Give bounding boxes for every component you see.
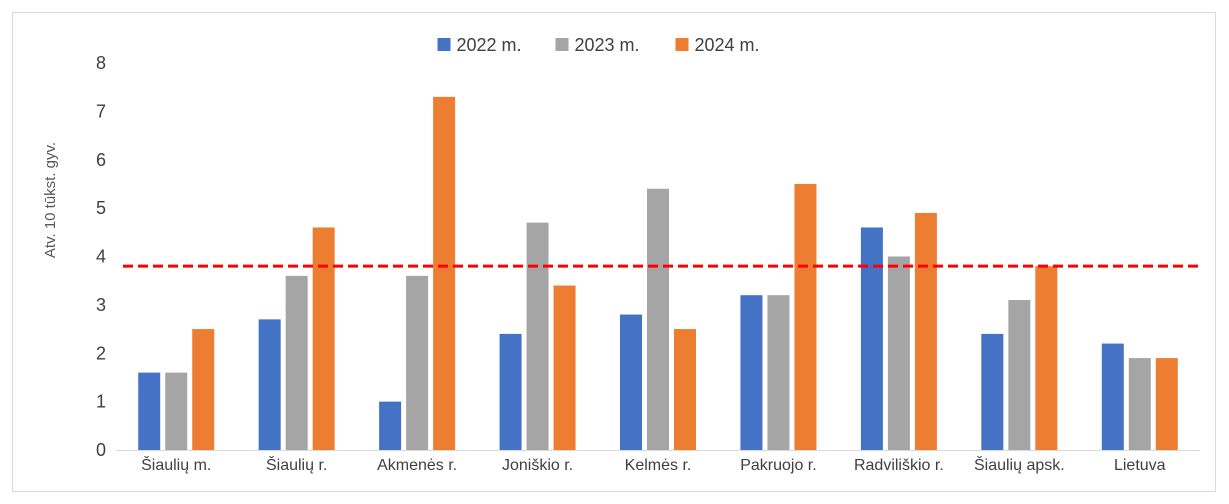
bar-2023-m-5 (767, 295, 790, 450)
x-category-label: Akmenės r. (377, 457, 457, 474)
legend-label: 2024 m. (695, 35, 760, 55)
bar-2022-m-3 (499, 333, 522, 450)
bar-2023-m-4 (647, 188, 669, 450)
y-tick-label: 6 (96, 150, 106, 170)
x-axis-categories: Šiaulių m. Šiaulių r. Akmenės r. Joniškio r… (141, 455, 1166, 474)
bar-2022-m-6 (860, 227, 883, 450)
x-category-label: Kelmės r. (625, 457, 692, 474)
bar-2024-m-0 (192, 329, 215, 450)
bar-2024-m-3 (553, 285, 576, 450)
y-tick-label: 5 (96, 198, 106, 218)
y-tick-label: 2 (96, 343, 106, 363)
x-category-label: Šiaulių m. (141, 455, 211, 474)
x-category-label: Radviliškio r. (854, 457, 944, 474)
bar-2024-m-6 (914, 212, 937, 450)
x-category-label: Lietuva (1114, 457, 1166, 474)
bar-2024-m-5 (794, 183, 817, 450)
bar-2023-m-0 (165, 372, 188, 450)
bar-2022-m-7 (981, 333, 1004, 450)
bar-2023-m-6 (887, 256, 910, 450)
bars (138, 96, 1178, 451)
x-category-label: Joniškio r. (502, 457, 573, 474)
y-tick-label: 7 (96, 101, 106, 121)
bar-2023-m-8 (1128, 358, 1151, 450)
x-category-label: Šiaulių apsk. (974, 455, 1065, 474)
bar-2022-m-5 (740, 295, 763, 450)
bar-2022-m-0 (138, 372, 161, 450)
legend: 2022 m. 2023 m. 2024 m. (437, 35, 760, 55)
x-category-label: Šiaulių r. (266, 455, 327, 474)
y-axis-ticks: 0 1 2 3 4 5 6 7 8 (96, 53, 106, 460)
bar-2023-m-2 (406, 275, 429, 450)
bar-2024-m-7 (1035, 266, 1058, 450)
legend-label: 2023 m. (575, 35, 640, 55)
legend-label: 2022 m. (457, 35, 522, 55)
bar-2024-m-1 (312, 227, 335, 450)
y-axis-label: Atv. 10 tūkst. gyv. (42, 142, 59, 258)
bar-2023-m-3 (526, 222, 549, 450)
bar-2023-m-7 (1008, 300, 1031, 450)
bar-2024-m-4 (674, 329, 696, 450)
bar-2023-m-1 (285, 275, 308, 450)
legend-swatch (555, 38, 569, 51)
y-tick-label: 8 (96, 53, 106, 73)
y-tick-label: 0 (96, 440, 106, 460)
legend-swatch (675, 38, 689, 51)
bar-2022-m-2 (379, 401, 402, 450)
bar-2022-m-4 (620, 314, 642, 450)
x-category-label: Pakruojo r. (740, 457, 816, 474)
y-tick-label: 4 (96, 247, 106, 267)
bar-2024-m-2 (433, 96, 456, 451)
bar-2022-m-1 (258, 319, 281, 450)
bar-2024-m-8 (1155, 358, 1178, 450)
y-tick-label: 3 (96, 295, 106, 315)
bar-2022-m-8 (1101, 343, 1124, 450)
y-tick-label: 1 (96, 392, 106, 412)
legend-swatch (437, 38, 451, 51)
